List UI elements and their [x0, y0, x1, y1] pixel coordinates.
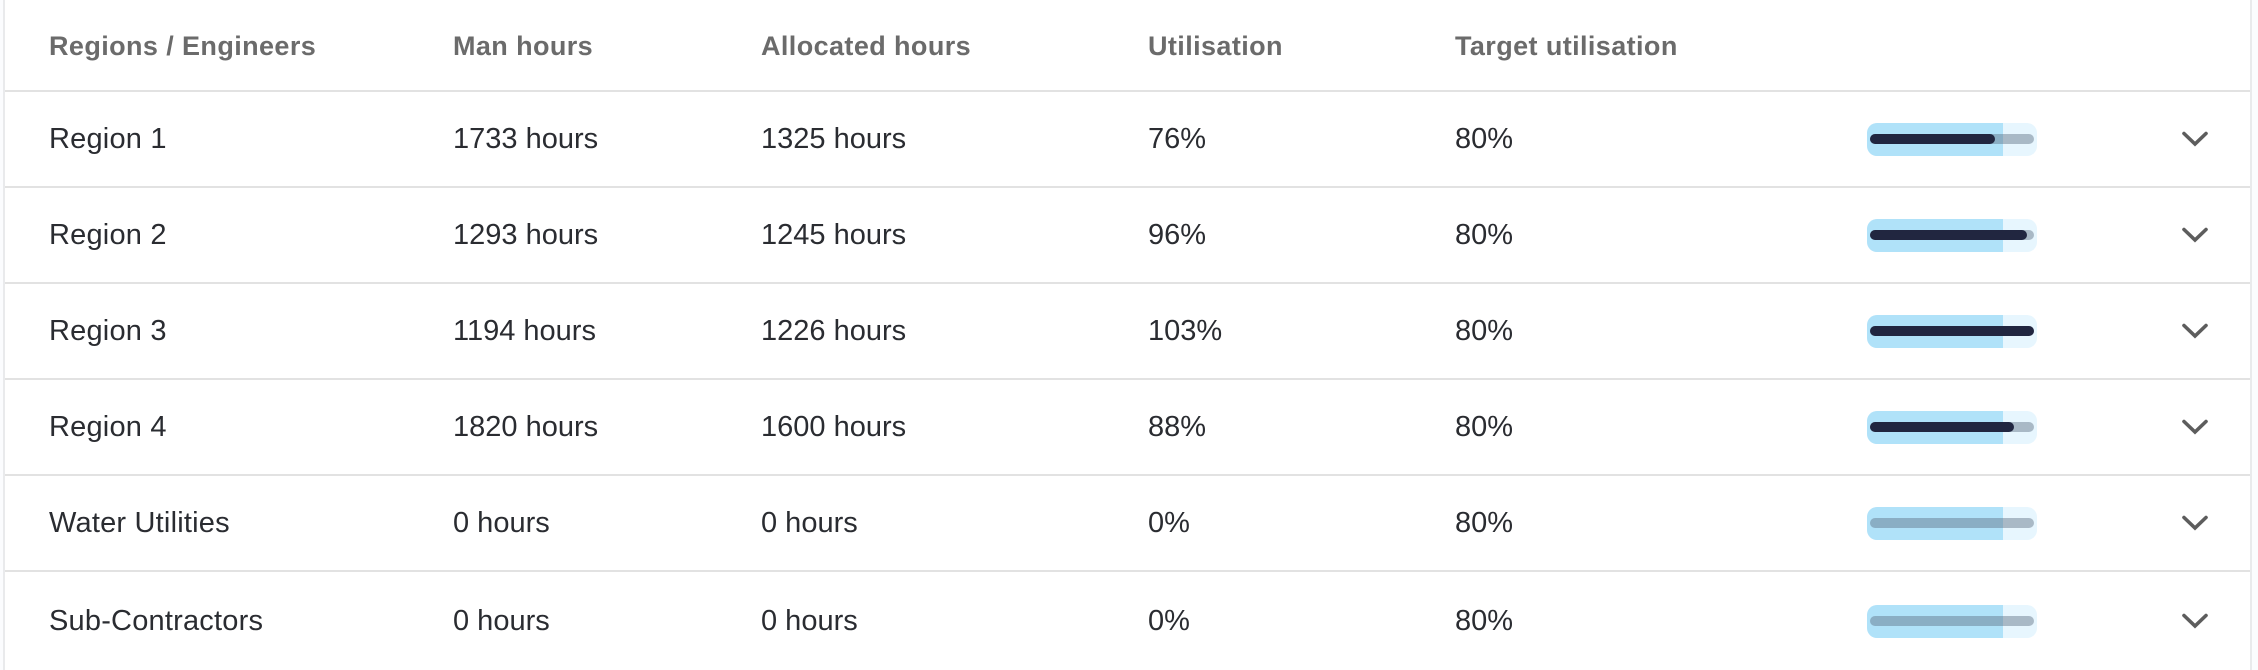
utilisation-track	[1870, 326, 2034, 336]
utilisation-bar	[1867, 410, 2037, 444]
utilisation-track	[1870, 422, 2034, 432]
target-utilisation-value: 80%	[1455, 218, 1514, 251]
column-header-target-utilisation: Target utilisation	[1455, 30, 1678, 61]
man-hours-value: 1194 hours	[453, 314, 596, 347]
utilisation-fill	[1870, 134, 1995, 144]
expand-row-button[interactable]	[2037, 188, 2250, 282]
target-utilisation-value: 80%	[1455, 410, 1514, 443]
allocated-hours-value: 1226 hours	[761, 314, 907, 347]
utilisation-value: 96%	[1148, 218, 1207, 251]
expand-row-button[interactable]	[2037, 572, 2250, 670]
target-utilisation-value: 80%	[1455, 122, 1514, 155]
table-header-row: Regions / Engineers Man hours Allocated …	[5, 0, 2250, 90]
utilisation-bar	[1867, 506, 2037, 540]
target-utilisation-zone	[1867, 506, 2003, 540]
expand-row-button[interactable]	[2037, 476, 2250, 570]
allocated-hours-value: 1245 hours	[761, 218, 907, 251]
chevron-down-icon	[2182, 613, 2208, 629]
expand-row-button[interactable]	[2037, 380, 2250, 474]
target-utilisation-zone	[1867, 604, 2003, 638]
table-row-region-2[interactable]: Region 2 1293 hours 1245 hours 96% 80%	[5, 186, 2250, 282]
man-hours-value: 1733 hours	[453, 122, 599, 155]
utilisation-bar	[1867, 604, 2037, 638]
column-header-man-hours: Man hours	[453, 30, 594, 61]
table-row-sub-contractors[interactable]: Sub-Contractors 0 hours 0 hours 0% 80%	[5, 570, 2250, 670]
region-name: Sub-Contractors	[49, 604, 264, 637]
utilisation-bar	[1867, 218, 2037, 252]
utilisation-bar-cell	[1867, 314, 2037, 348]
allocated-hours-value: 1325 hours	[761, 122, 907, 155]
expand-row-button[interactable]	[2037, 92, 2250, 186]
utilisation-bar-cell	[1867, 506, 2037, 540]
column-header-utilisation: Utilisation	[1148, 30, 1283, 61]
utilisation-track	[1870, 134, 2034, 144]
region-name: Region 4	[49, 410, 167, 443]
utilisation-track	[1870, 230, 2034, 240]
utilisation-bar-cell	[1867, 604, 2037, 638]
table-row-region-3[interactable]: Region 3 1194 hours 1226 hours 103% 80%	[5, 282, 2250, 378]
utilisation-value: 0%	[1148, 506, 1190, 539]
allocated-hours-value: 0 hours	[761, 506, 858, 539]
chevron-down-icon	[2182, 323, 2208, 339]
table-row-region-4[interactable]: Region 4 1820 hours 1600 hours 88% 80%	[5, 378, 2250, 474]
utilisation-value: 103%	[1148, 314, 1223, 347]
man-hours-value: 0 hours	[453, 604, 550, 637]
man-hours-value: 1820 hours	[453, 410, 599, 443]
chevron-down-icon	[2182, 419, 2208, 435]
region-name: Region 2	[49, 218, 167, 251]
utilisation-bar	[1867, 122, 2037, 156]
utilisation-value: 0%	[1148, 604, 1190, 637]
utilisation-bar-cell	[1867, 122, 2037, 156]
utilisation-bar-cell	[1867, 410, 2037, 444]
column-header-regions-engineers: Regions / Engineers	[49, 30, 317, 61]
utilisation-table: Regions / Engineers Man hours Allocated …	[3, 0, 2252, 670]
utilisation-bar-cell	[1867, 218, 2037, 252]
utilisation-bar	[1867, 314, 2037, 348]
utilisation-track	[1870, 616, 2034, 626]
target-utilisation-value: 80%	[1455, 506, 1514, 539]
expand-row-button[interactable]	[2037, 284, 2250, 378]
region-name: Region 1	[49, 122, 167, 155]
table-row-water-utilities[interactable]: Water Utilities 0 hours 0 hours 0% 80%	[5, 474, 2250, 570]
allocated-hours-value: 1600 hours	[761, 410, 907, 443]
column-header-allocated-hours: Allocated hours	[761, 30, 972, 61]
table-row-region-1[interactable]: Region 1 1733 hours 1325 hours 76% 80%	[5, 90, 2250, 186]
allocated-hours-value: 0 hours	[761, 604, 858, 637]
man-hours-value: 1293 hours	[453, 218, 599, 251]
chevron-down-icon	[2182, 131, 2208, 147]
utilisation-value: 88%	[1148, 410, 1207, 443]
chevron-down-icon	[2182, 227, 2208, 243]
utilisation-value: 76%	[1148, 122, 1207, 155]
utilisation-fill	[1870, 230, 2028, 240]
region-name: Water Utilities	[49, 506, 230, 539]
utilisation-fill	[1870, 422, 2015, 432]
chevron-down-icon	[2182, 515, 2208, 531]
target-utilisation-value: 80%	[1455, 314, 1514, 347]
region-name: Region 3	[49, 314, 167, 347]
man-hours-value: 0 hours	[453, 506, 550, 539]
utilisation-fill	[1870, 326, 2034, 336]
utilisation-track	[1870, 518, 2034, 528]
target-utilisation-value: 80%	[1455, 604, 1514, 637]
